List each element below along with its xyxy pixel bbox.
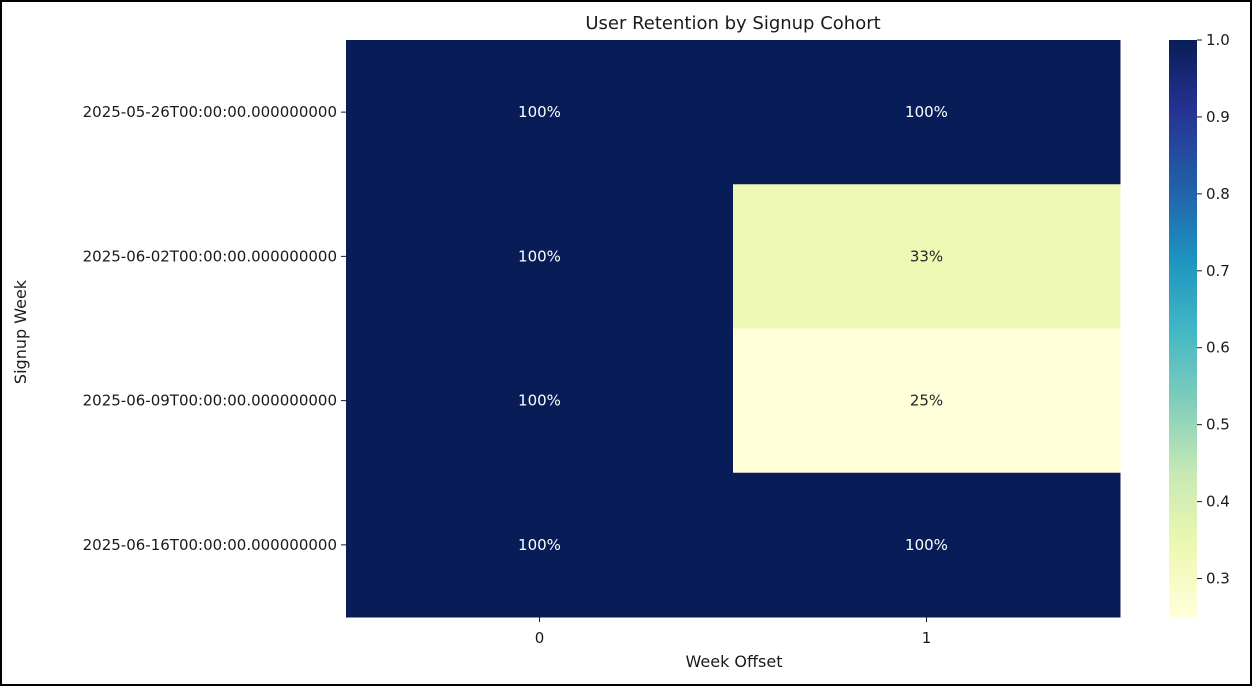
colorbar-tick-label: 0.4 [1206,493,1230,511]
heatmap-cell [733,184,1121,329]
cell-value-label: 100% [518,103,561,121]
y-axis-label: Signup Week [11,279,30,384]
heatmap-cell [346,328,734,474]
heatmap-cell [733,472,1121,618]
cell-value-label: 100% [905,103,948,121]
x-axis-label: Week Offset [686,652,783,671]
x-tick-label: 1 [922,629,932,647]
heatmap-cell [346,184,734,329]
y-tick-label: 2025-06-02T00:00:00.000000000 [83,247,337,265]
heatmap-cell [346,472,734,618]
cell-value-label: 100% [518,247,561,265]
colorbar-tick-label: 0.8 [1206,185,1230,203]
colorbar-ticks: 0.3 0.4 0.5 0.6 0.7 0.8 0.9 1.0 [1197,31,1230,588]
chart-title: User Retention by Signup Cohort [585,13,880,34]
colorbar [1169,40,1197,617]
cell-value-label: 100% [518,536,561,554]
heatmap-cell [733,328,1121,474]
colorbar-tick-label: 0.3 [1206,570,1230,588]
colorbar-tick-label: 0.5 [1206,416,1230,434]
y-tick-label: 2025-06-09T00:00:00.000000000 [83,392,337,410]
heatmap-cell [733,40,1121,185]
cell-value-label: 100% [518,392,561,410]
colorbar-tick-label: 0.6 [1206,339,1230,357]
y-tick-label: 2025-06-16T00:00:00.000000000 [83,536,337,554]
cell-value-label: 100% [905,536,948,554]
cell-value-label: 25% [910,392,943,410]
colorbar-tick-label: 1.0 [1206,31,1230,49]
y-tick-label: 2025-05-26T00:00:00.000000000 [83,103,337,121]
cell-value-label: 33% [910,247,943,265]
x-tick-label: 0 [535,629,545,647]
heatmap-cell [346,40,734,185]
colorbar-tick-label: 0.7 [1206,262,1230,280]
colorbar-tick-label: 0.9 [1206,108,1230,126]
y-axis-ticks: 2025-05-26T00:00:00.000000000 2025-06-02T… [83,103,346,554]
heatmap-cells: 100% 100% 100% 33% 100% 25% 100% 100% [346,40,1121,618]
